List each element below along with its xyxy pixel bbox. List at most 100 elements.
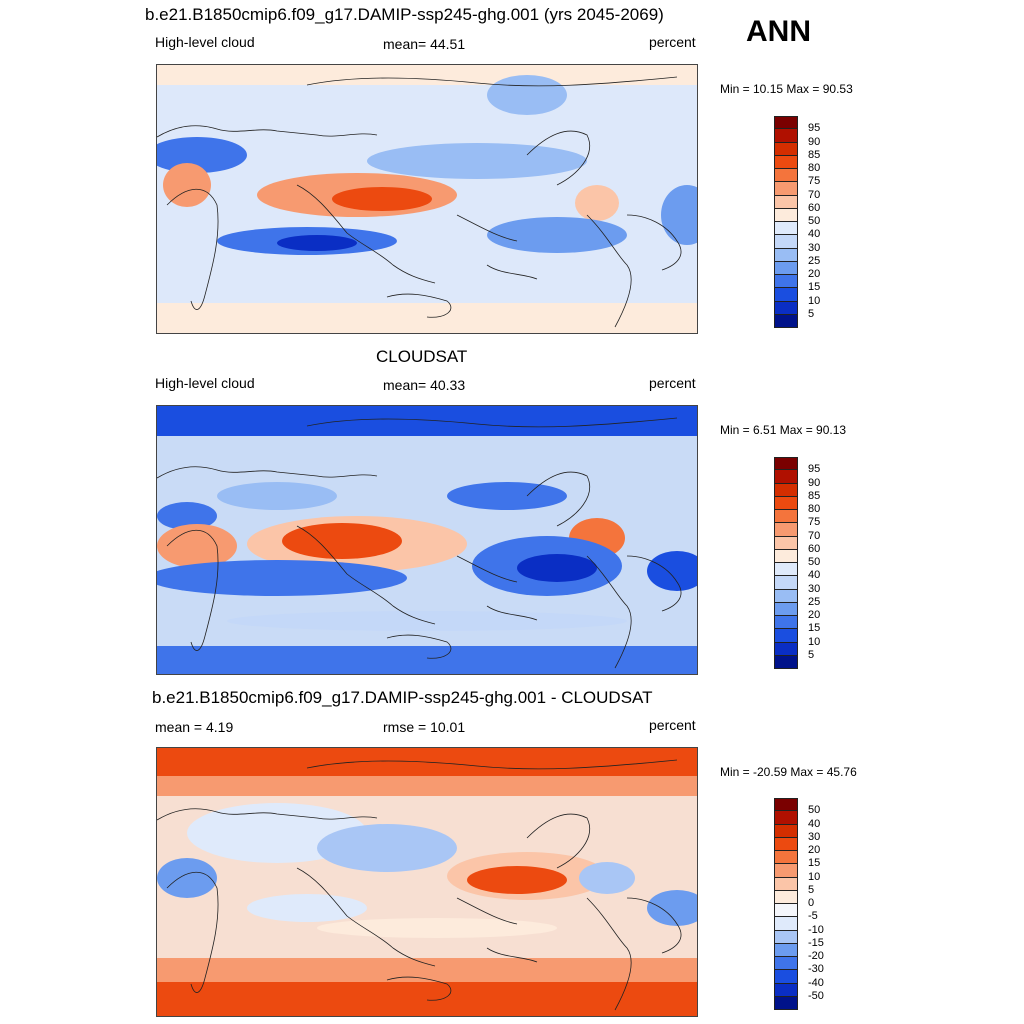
colorbar-tick-label: 5 [808, 307, 815, 320]
contour-region-northpolar [157, 406, 697, 436]
colorbar-tick-label: 30 [808, 830, 821, 843]
coastline [157, 808, 378, 821]
contour-region [282, 523, 402, 559]
colorbar-swatch [774, 457, 798, 471]
colorbar-tick-label: 50 [808, 804, 821, 817]
coastline [456, 214, 538, 280]
contour-region [157, 776, 697, 796]
season-label: ANN [746, 15, 811, 48]
panel-2-contour-field [157, 406, 697, 674]
colorbar-swatch [774, 301, 798, 315]
colorbar-tick-label: 95 [808, 463, 821, 476]
colorbar-swatch [774, 877, 798, 891]
colorbar-swatch [774, 510, 798, 524]
colorbar-swatch [774, 208, 798, 222]
colorbar-tick-label: 80 [808, 162, 821, 174]
coastline [157, 466, 378, 479]
colorbar-tick-label: 95 [808, 122, 821, 135]
contour-region [157, 524, 237, 568]
colorbar-swatch [774, 116, 798, 130]
panel-3-minmax: Min = -20.59 Max = 45.76 [720, 765, 857, 779]
contour-region [277, 235, 357, 251]
panel-1-colorbar: 95 90 85 80 75 70 60 50 40 30 25 20 15 10 5 [774, 116, 820, 328]
colorbar-tick-label: 30 [808, 241, 821, 254]
coastline [166, 871, 219, 993]
colorbar-tick-label: 25 [808, 595, 821, 608]
colorbar-tick-label: 40 [808, 569, 821, 582]
colorbar-swatch [774, 602, 798, 616]
contour-region [217, 482, 337, 510]
colorbar-swatch [774, 549, 798, 563]
contour-region [661, 185, 697, 245]
colorbar-tick-label: 50 [808, 215, 821, 227]
colorbar-swatch [774, 996, 798, 1010]
colorbar-tick-label: 20 [808, 609, 821, 621]
colorbar-tick-label: -20 [808, 950, 824, 962]
colorbar-swatch [774, 616, 798, 630]
coastline [296, 525, 436, 625]
panel-3-contour-field [157, 748, 697, 1016]
panel-3-colorbar: 50 40 30 20 15 10 5 0 -5 -10 -15 -20 -30 -40 -50 [774, 798, 824, 1010]
colorbar-swatch [774, 943, 798, 957]
contour-region [487, 217, 627, 253]
colorbar-tick-label: -5 [808, 910, 818, 923]
colorbar-swatch [774, 655, 798, 669]
colorbar-swatch [774, 483, 798, 497]
colorbar-swatch [774, 155, 798, 169]
coastline [386, 634, 452, 659]
colorbar-swatch [774, 169, 798, 183]
contour-region-northpolar [157, 65, 697, 85]
colorbar-swatch [774, 589, 798, 603]
colorbar-swatch [774, 288, 798, 302]
coastline [296, 867, 436, 967]
colorbar-tick-label: 0 [808, 897, 815, 909]
panel-2-variable-label: High-level cloud [155, 375, 255, 391]
colorbar-tick-label: 70 [808, 529, 821, 542]
colorbar-swatch [774, 864, 798, 878]
contour-region [517, 554, 597, 582]
panel-2-map [156, 405, 698, 675]
colorbar-swatch [774, 195, 798, 209]
panel-3-map [156, 747, 698, 1017]
coastline [626, 214, 682, 271]
contour-region [163, 163, 211, 207]
colorbar-tick-label: 5 [808, 883, 815, 896]
coastline [296, 184, 436, 284]
colorbar-swatch [774, 235, 798, 249]
colorbar-tick-label: 20 [808, 844, 821, 856]
coastline [386, 293, 452, 318]
panel-3-rmse-label: rmse = 10.01 [383, 719, 466, 735]
coastline [306, 76, 678, 87]
colorbar-tick-label: 10 [808, 870, 821, 883]
coastline [456, 555, 538, 621]
colorbar-swatch [774, 957, 798, 971]
coastline [157, 125, 378, 138]
colorbar-tick-label: 40 [808, 817, 821, 830]
panel-1-minmax: Min = 10.15 Max = 90.53 [720, 82, 853, 96]
colorbar-tick-label: -50 [808, 989, 824, 1002]
contour-region [157, 502, 217, 530]
colorbar-tick-label: 70 [808, 188, 821, 201]
contour-region [647, 890, 697, 926]
coastline [306, 417, 678, 428]
colorbar-tick-label: 30 [808, 582, 821, 595]
coastline [306, 759, 678, 770]
colorbar-tick-label: 80 [808, 503, 821, 515]
colorbar-tick-label: 75 [808, 516, 821, 529]
colorbar-swatch [774, 824, 798, 838]
panel-2-mean-label: mean= 40.33 [383, 377, 466, 393]
colorbar-tick-label: -40 [808, 976, 824, 989]
panel-3-title: b.e21.B1850cmip6.f09_g17.DAMIP-ssp245-gh… [152, 688, 653, 707]
colorbar-swatch [774, 496, 798, 510]
colorbar-tick-label: 10 [808, 635, 821, 648]
panel-1-mean-label: mean= 44.51 [383, 36, 466, 52]
colorbar-swatch [774, 248, 798, 262]
coastline [166, 188, 219, 310]
colorbar-swatch [774, 811, 798, 825]
panel-2-colorbar: 95 90 85 80 75 70 60 50 40 30 25 20 15 10 5 [774, 457, 820, 669]
colorbar-tick-label: 15 [808, 622, 821, 635]
coastline [456, 897, 538, 963]
colorbar-swatch [774, 930, 798, 944]
colorbar-swatch [774, 536, 798, 550]
colorbar-swatch [774, 904, 798, 918]
